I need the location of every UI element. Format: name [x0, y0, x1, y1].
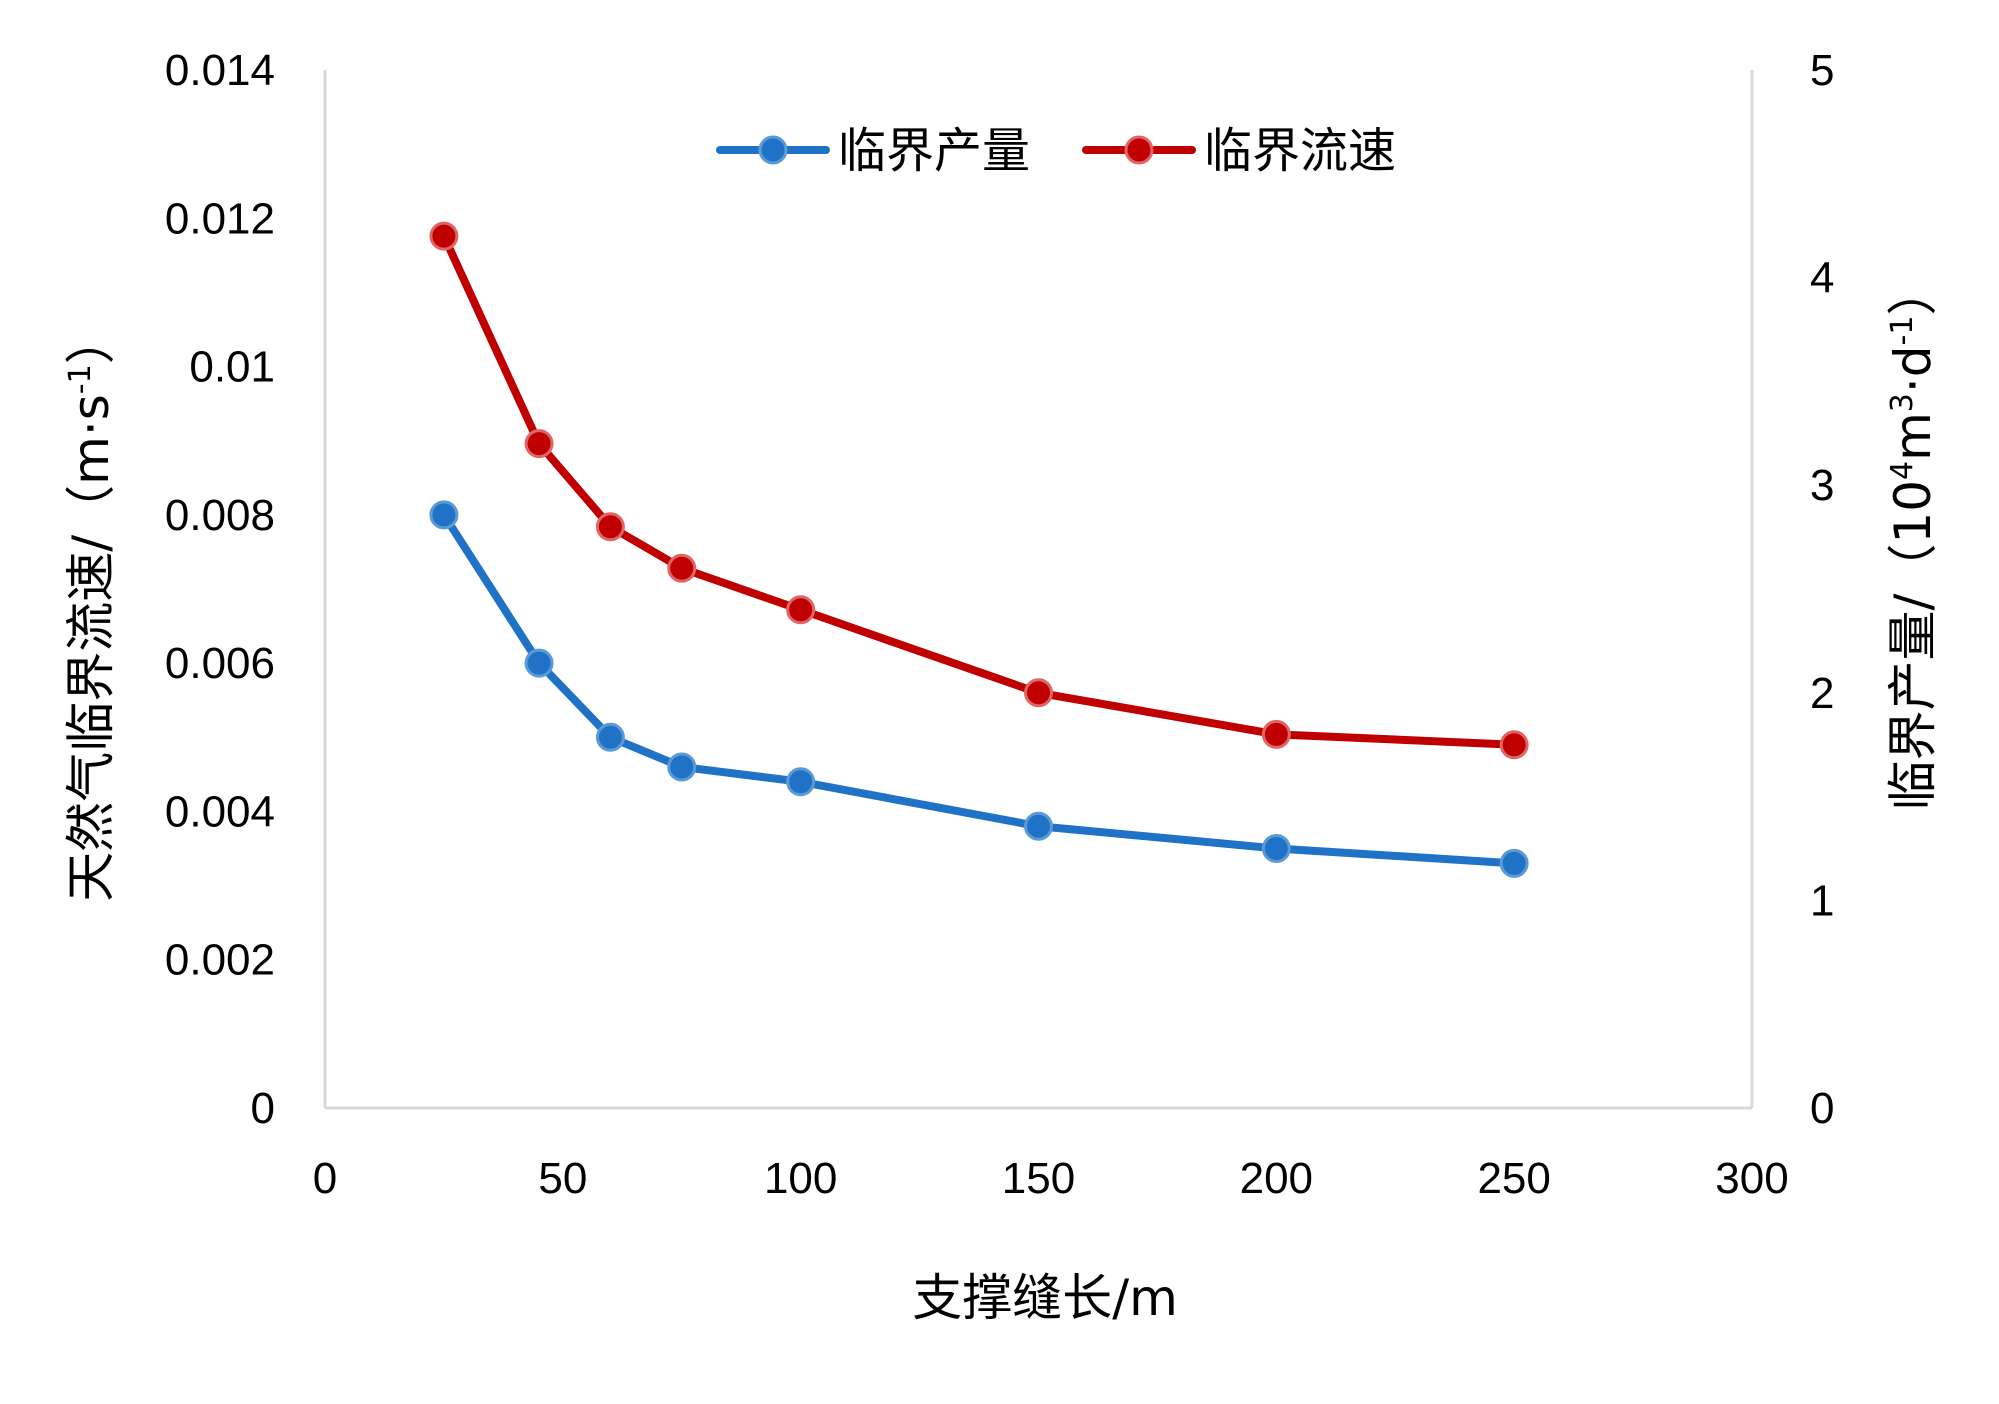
right-y-tick-label: 4 [1810, 254, 1834, 303]
right-y-tick-labels: 0 1 2 3 4 5 [1810, 46, 1834, 1133]
right-y-tick-label: 5 [1810, 46, 1834, 95]
series-critical-velocity [429, 221, 1529, 760]
legend-label-critical-production: 临界产量 [838, 123, 1030, 179]
right-y-tick-label: 2 [1810, 669, 1834, 718]
right-y-tick-label: 0 [1810, 1084, 1834, 1133]
data-point [524, 429, 554, 459]
left-y-tick-label: 0.012 [165, 194, 275, 243]
data-point [667, 553, 697, 583]
legend-marker-critical-production [758, 135, 788, 165]
x-axis-title: 支撑缝长/m [912, 1269, 1178, 1327]
data-point [1024, 678, 1053, 708]
x-tick-label: 0 [313, 1154, 337, 1203]
left-y-axis-title-main: 天然气临界流速/（m·s [62, 394, 120, 902]
series-critical-production [429, 500, 1529, 878]
data-point [1499, 730, 1529, 760]
left-y-tick-label: 0.004 [165, 787, 275, 836]
left-y-tick-label: 0.008 [165, 491, 275, 540]
x-tick-label: 250 [1477, 1154, 1550, 1203]
right-y-axis-title-sup1: 4 [1885, 461, 1920, 480]
data-point [1261, 719, 1291, 749]
x-tick-label: 300 [1715, 1154, 1788, 1203]
data-point [429, 500, 459, 530]
data-point [429, 221, 459, 251]
legend-label-critical-velocity: 临界流速 [1204, 123, 1396, 179]
right-y-axis-title-sup3: -1 [1885, 316, 1920, 346]
data-point [786, 767, 816, 797]
left-y-axis-title-sup: -1 [63, 364, 98, 394]
data-point [595, 722, 625, 752]
right-y-axis-title-tail: ） [1884, 266, 1942, 316]
data-point [595, 512, 625, 542]
left-y-axis-title: 天然气临界流速/（m·s-1） [62, 314, 120, 901]
data-point [786, 595, 816, 625]
series-line [439, 232, 1519, 749]
x-tick-labels: 0 50 100 150 200 250 300 [313, 1154, 1789, 1203]
series-line [439, 510, 1519, 868]
right-y-axis-title-mid: m [1884, 412, 1942, 461]
plot-frame [323, 70, 1754, 1110]
right-y-tick-label: 3 [1810, 461, 1834, 510]
right-y-axis-title-pre: 临界产量/（10 [1884, 480, 1942, 810]
data-point [1024, 811, 1053, 841]
legend-item-critical-production: 临界产量 [716, 123, 1030, 179]
right-y-axis-title-sup2: 3 [1885, 393, 1920, 412]
data-point [667, 752, 697, 782]
x-tick-label: 100 [764, 1154, 837, 1203]
x-tick-label: 200 [1240, 1154, 1313, 1203]
series-layer [429, 221, 1529, 878]
data-point [524, 648, 554, 678]
right-y-axis-title: 临界产量/（104m3·d-1） [1884, 266, 1942, 811]
left-y-axis-title-tail: ） [62, 314, 120, 364]
x-tick-label: 50 [538, 1154, 587, 1203]
right-y-tick-label: 1 [1810, 876, 1834, 925]
legend-item-critical-velocity: 临界流速 [1082, 123, 1396, 179]
data-point [1261, 834, 1291, 863]
left-y-tick-label: 0.01 [189, 343, 275, 392]
right-y-axis-title-mid2: ·d [1884, 345, 1942, 393]
data-point [1499, 848, 1529, 878]
left-y-tick-label: 0.014 [165, 46, 275, 95]
legend: 临界产量 临界流速 [716, 123, 1396, 179]
left-y-tick-label: 0 [251, 1084, 275, 1133]
legend-marker-critical-velocity [1124, 135, 1154, 165]
left-y-tick-label: 0.002 [165, 936, 275, 985]
left-y-tick-label: 0.006 [165, 639, 275, 688]
left-y-tick-labels: 0 0.002 0.004 0.006 0.008 0.01 0.012 0.014 [165, 46, 275, 1133]
x-tick-label: 150 [1002, 1154, 1075, 1203]
